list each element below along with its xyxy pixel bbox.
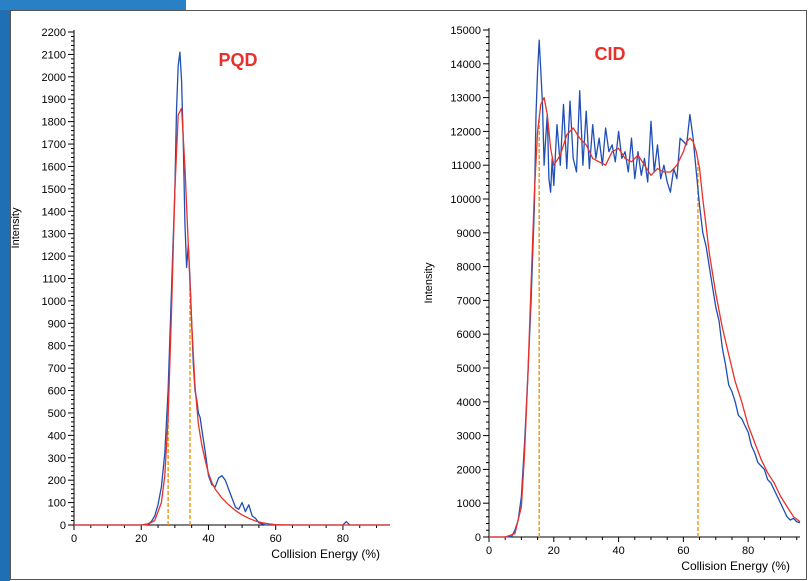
cid-x-axis-title: Collision Energy (%) xyxy=(681,559,790,573)
top-accent-tab xyxy=(0,0,186,10)
pqd-y-tick-label: 2100 xyxy=(42,49,66,61)
pqd-y-tick-label: 800 xyxy=(48,341,66,353)
pqd-y-tick-label: 0 xyxy=(60,520,66,532)
cid-raw-series-line xyxy=(489,39,801,538)
cid-y-tick-label: 5000 xyxy=(457,363,481,375)
cid-y-tick-label: 9000 xyxy=(457,228,481,240)
pqd-y-tick-label: 100 xyxy=(48,498,66,510)
cid-y-tick-label: 8000 xyxy=(457,262,481,274)
pqd-x-tick-label: 20 xyxy=(135,533,147,545)
left-accent-bar xyxy=(0,0,10,581)
cid-y-tick-label: 12000 xyxy=(450,126,481,138)
pqd-y-tick-label: 1600 xyxy=(42,161,66,173)
cid-y-tick-label: 11000 xyxy=(451,160,481,172)
cid-y-tick-label: 14000 xyxy=(450,59,481,71)
pqd-y-tick-label: 200 xyxy=(48,475,66,487)
pqd-x-tick-label: 60 xyxy=(270,533,282,545)
cid-y-tick-label: 0 xyxy=(475,532,481,544)
pqd-y-tick-label: 1200 xyxy=(42,251,66,263)
cid-y-tick-label: 4000 xyxy=(457,397,481,409)
pqd-fit-series-line xyxy=(74,107,390,526)
cid-x-tick-label: 20 xyxy=(548,545,560,557)
cid-x-tick-label: 0 xyxy=(486,545,492,557)
pqd-y-tick-label: 1500 xyxy=(42,184,66,196)
pqd-x-tick-label: 40 xyxy=(202,533,214,545)
pqd-y-tick-label: 1300 xyxy=(42,229,66,241)
cid-panel-title: CID xyxy=(595,44,626,64)
cid-y-tick-label: 10000 xyxy=(450,194,481,206)
pqd-raw-series-line xyxy=(74,51,390,526)
pqd-y-tick-label: 500 xyxy=(48,408,66,420)
pqd-y-tick-label: 300 xyxy=(48,453,66,465)
pqd-y-tick-label: 1700 xyxy=(42,139,66,151)
cid-x-tick-label: 80 xyxy=(742,545,754,557)
cid-y-tick-label: 2000 xyxy=(457,464,481,476)
pqd-y-tick-label: 1100 xyxy=(42,274,66,286)
cid-x-tick-label: 40 xyxy=(612,545,624,557)
pqd-y-tick-label: 900 xyxy=(48,318,66,330)
cid-y-tick-label: 1000 xyxy=(457,498,481,510)
pqd-y-tick-label: 600 xyxy=(48,386,66,398)
cid-y-tick-label: 7000 xyxy=(457,295,481,307)
cid-y-tick-label: 15000 xyxy=(450,25,481,37)
figure-frame xyxy=(10,10,807,580)
pqd-y-tick-label: 700 xyxy=(48,363,66,375)
pqd-panel-title: PQD xyxy=(218,50,257,70)
pqd-x-tick-label: 80 xyxy=(337,533,349,545)
cid-y-tick-label: 6000 xyxy=(457,329,481,341)
cid-y-tick-label: 3000 xyxy=(457,431,481,443)
pqd-y-axis-title: Intensity xyxy=(10,207,22,248)
pqd-y-tick-label: 1800 xyxy=(42,117,66,129)
pqd-y-tick-label: 1900 xyxy=(42,94,66,106)
pqd-y-tick-label: 2200 xyxy=(42,27,66,39)
pqd-y-tick-label: 1400 xyxy=(42,206,66,218)
cid-y-axis-title: Intensity xyxy=(423,262,435,303)
pqd-y-tick-label: 400 xyxy=(48,430,66,442)
cid-fit-series-line xyxy=(489,96,801,538)
cid-y-tick-label: 13000 xyxy=(450,93,481,105)
pqd-y-tick-label: 2000 xyxy=(42,72,66,84)
cid-x-tick-label: 60 xyxy=(677,545,689,557)
pqd-x-tick-label: 0 xyxy=(71,533,77,545)
pqd-x-axis-title: Collision Energy (%) xyxy=(271,547,380,561)
pqd-y-tick-label: 1000 xyxy=(42,296,66,308)
